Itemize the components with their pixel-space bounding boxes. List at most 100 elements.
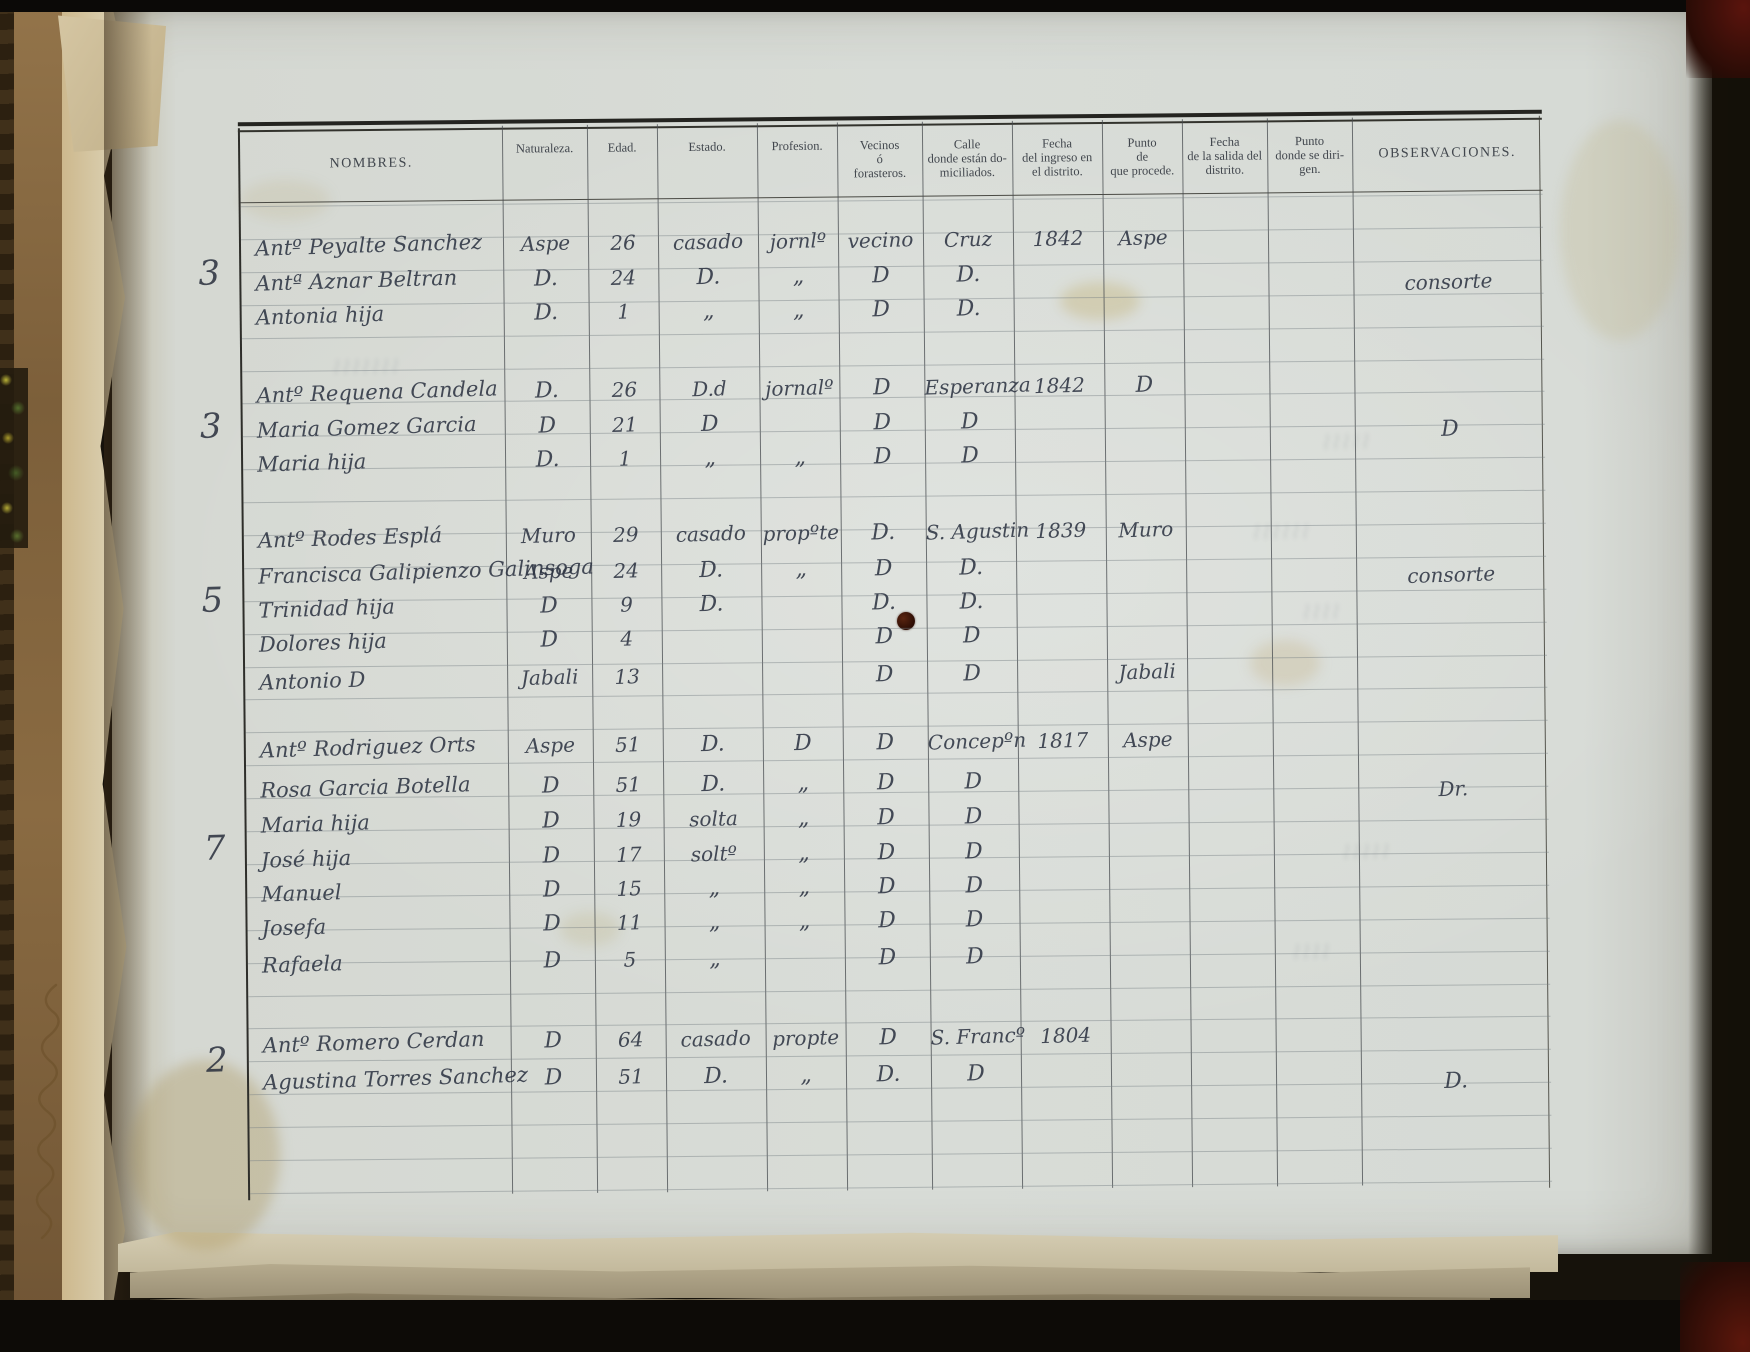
register-cell-vec: D [876,769,895,796]
register-cell-name: Antº Romero Cerdan [262,1026,485,1058]
register-cell-prof: „ [792,297,805,324]
register-cell-prof: „ [793,444,807,471]
register-cell-nat: D. [533,265,559,292]
column-rule [1181,119,1194,1188]
register-cell-estado: D [700,411,719,438]
register-cell-prof: jornalº [764,374,834,401]
register-cell-obs: D [1440,416,1460,442]
register-cell-estado: „ [708,875,721,901]
register-cell-vec: vecino [847,227,914,254]
register-cell-calle: D [965,943,985,970]
ink-blot [897,612,915,630]
register-cell-prof: „ [797,840,810,867]
paper-sheet [112,6,1712,1254]
register-cell-vec: D [871,262,891,289]
register-cell-vec: D [874,555,893,582]
register-cell-estado: „ [702,298,715,324]
register-cell-name: Francisca Galipienzo Galinsoga [257,554,595,589]
register-cell-edad: 1 [618,446,632,471]
register-cell-vec: D [878,944,897,971]
register-cell-edad: 24 [613,558,640,583]
register-cell-prof: jornlº [769,228,827,254]
register-cell-name: Antª Aznar Beltran [255,265,458,296]
register-cell-vec: D [877,873,896,900]
register-cell-fing: 1804 [1039,1022,1092,1049]
register-cell-edad: 9 [619,592,634,617]
column-header: Estado. [688,139,726,154]
register-cell-estado: D. [700,731,726,758]
register-cell-calle: D [960,442,980,469]
register-cell-estado: D. [703,1063,729,1090]
register-cell-vec: D [876,729,895,756]
register-cell-calle: D. [956,295,981,322]
register-cell-calle: D. [958,554,984,581]
register-cell-estado: „ [703,445,717,471]
register-cell-name: Josefa [261,914,327,941]
register-cell-name: José hija [260,845,352,873]
register-cell-nat: D [541,808,561,834]
register-cell-obs: D. [1443,1068,1469,1094]
register-cell-vec: D. [876,1061,901,1088]
register-cell-calle: S. Agustin [925,517,1030,545]
register-cell-nat: Aspe [523,558,574,585]
register-cell-edad: 26 [611,377,638,402]
register-cell-nat: D. [533,299,559,326]
register-cell-vec: D [877,839,896,866]
register-cell-pproc: Aspe [1122,726,1173,753]
register-cell-edad: 51 [614,732,641,757]
register-cell-calle: Esperanza [924,372,1032,400]
register-cell-vec: D [877,907,897,934]
register-cell-nat: D [542,877,561,903]
column-header: Naturaleza. [515,141,574,156]
marbled-paper-patch [0,368,28,548]
register-cell-edad: 26 [609,230,637,255]
register-cell-edad: 51 [617,1064,645,1089]
column-header: Punto de que procede. [1110,135,1175,178]
register-cell-edad: 1 [616,299,631,324]
register-cell-prof: propte [771,1024,840,1051]
register-cell-nat: D [541,773,560,799]
register-cell-edad: 24 [610,265,637,290]
register-cell-prof: „ [798,874,811,901]
register-cell-name: Antonio D [258,667,366,695]
column-rule [1266,118,1279,1187]
column-header: Vecinos ó forasteros. [853,137,907,181]
register-cell-estado: casado [672,228,744,255]
paper-stain [1060,282,1140,320]
register-cell-name: Agustina Torres Sanchez [262,1062,529,1095]
register-cell-edad: 15 [616,876,643,901]
register-cell-name: Rosa Garcia Botella [259,772,471,803]
column-header: Punto donde se diri- gen. [1275,133,1345,177]
register-cell-nat: D [544,1065,563,1091]
register-cell-vec: D [872,374,892,401]
register-cell-estado: solta [688,806,739,832]
register-cell-nat: D [540,627,559,653]
register-cell-nat: D [538,413,557,439]
register-cell-vec: D [878,1024,898,1051]
register-cell-calle: D [966,1060,986,1087]
register-cell-nat: D [542,911,562,937]
register-cell-name: Trinidad hija [258,594,396,623]
register-cell-estado: D.d [691,376,727,402]
register-cell-estado: „ [708,946,721,972]
register-cell-name: Rafaela [261,951,344,978]
register-cell-prof: „ [799,1062,813,1089]
page-edge-shadow [1688,0,1728,1352]
register-cell-nat: D [542,843,561,869]
register-cell-vec: D [871,296,891,323]
register-cell-edad: 51 [615,772,642,797]
register-cell-calle: D [965,906,984,933]
register-cell-edad: 11 [616,910,643,935]
register-cell-prof: „ [797,770,810,797]
register-cell-nat: D [543,1028,563,1054]
register-cell-name: Manuel [260,880,342,907]
scan-background [0,1300,1750,1352]
book-cover-corner [1680,1262,1750,1352]
column-header: Fecha del ingreso en el distrito. [1022,136,1093,179]
gutter-shadow [104,0,152,1352]
register-cell-nat: Aspe [520,230,571,257]
book-cover-corner [1686,0,1750,78]
register-cell-calle: D [964,872,984,899]
register-cell-edad: 21 [611,412,638,437]
register-table: NOMBRES. Naturaleza. Edad. Estado. Profesion… [198,109,1553,1201]
